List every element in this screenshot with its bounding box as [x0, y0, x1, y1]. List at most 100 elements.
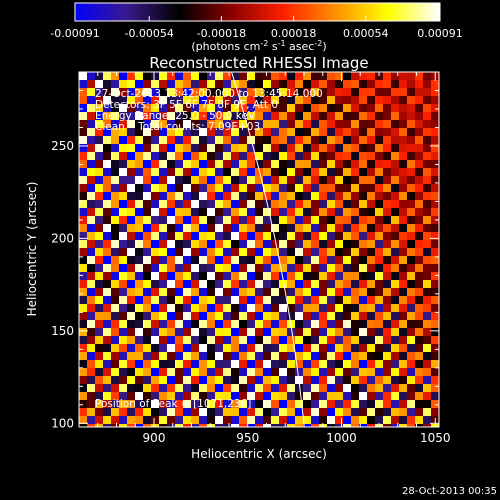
heatmap-cell — [399, 200, 408, 209]
heatmap-cell — [407, 168, 416, 177]
heatmap-cell — [295, 368, 304, 377]
heatmap-cell — [279, 224, 288, 233]
heatmap-cell — [119, 144, 128, 153]
heatmap-cell — [311, 152, 320, 161]
heatmap-cell — [247, 72, 256, 81]
heatmap-cell — [215, 120, 224, 129]
heatmap-cell — [375, 344, 384, 353]
heatmap-cell — [95, 160, 104, 169]
heatmap-cell — [135, 304, 144, 313]
heatmap-cell — [343, 216, 352, 225]
heatmap-cell — [167, 304, 176, 313]
heatmap-cell — [375, 208, 384, 217]
heatmap-cell — [223, 208, 232, 217]
heatmap-cell — [87, 168, 96, 177]
heatmap-cell — [247, 200, 256, 209]
heatmap-cell — [247, 336, 256, 345]
heatmap-cell — [359, 80, 368, 89]
heatmap-cell — [327, 128, 336, 137]
heatmap-cell — [375, 120, 384, 129]
heatmap-cell — [167, 120, 176, 129]
heatmap-cell — [335, 264, 344, 273]
heatmap-cell — [239, 368, 248, 377]
heatmap-cell — [391, 384, 400, 393]
heatmap-cell — [279, 160, 288, 169]
heatmap-cell — [423, 248, 432, 257]
heatmap-cell — [247, 184, 256, 193]
heatmap-cell — [383, 304, 392, 313]
heatmap-cell — [143, 312, 152, 321]
heatmap-cell — [79, 272, 88, 281]
heatmap-cell — [423, 416, 432, 425]
heatmap-cell — [263, 344, 272, 353]
heatmap-cell — [431, 224, 439, 233]
heatmap-cell — [191, 96, 200, 105]
heatmap-cell — [127, 88, 136, 97]
heatmap-cell — [191, 320, 200, 329]
heatmap-cell — [111, 112, 120, 121]
heatmap-cell — [119, 184, 128, 193]
heatmap-cell — [111, 128, 120, 137]
heatmap-cell — [375, 376, 384, 385]
heatmap-cell — [143, 280, 152, 289]
heatmap-cell — [303, 96, 312, 105]
heatmap-cell — [343, 208, 352, 217]
heatmap-cell — [351, 120, 360, 129]
heatmap-cell — [239, 256, 248, 265]
heatmap-cell — [199, 104, 208, 113]
heatmap-cell — [175, 136, 184, 145]
heatmap-cell — [111, 256, 120, 265]
heatmap-cell — [247, 112, 256, 121]
heatmap-cell — [247, 160, 256, 169]
heatmap-cell — [375, 168, 384, 177]
heatmap-cell — [303, 144, 312, 153]
heatmap-cell — [311, 344, 320, 353]
heatmap-cell — [271, 80, 280, 89]
heatmap-cell — [135, 328, 144, 337]
heatmap-cell — [287, 240, 296, 249]
heatmap-cell — [327, 416, 336, 425]
heatmap-cell — [383, 328, 392, 337]
y-tick-label: 200 — [51, 231, 74, 245]
heatmap-cell — [191, 400, 200, 409]
heatmap-cell — [87, 144, 96, 153]
counts-label: Clean Total counts: 7.09E+03 — [95, 121, 260, 133]
heatmap-cell — [127, 392, 136, 401]
heatmap-cell — [391, 368, 400, 377]
heatmap-cell — [247, 128, 256, 137]
heatmap-cell — [351, 304, 360, 313]
heatmap-cell — [95, 248, 104, 257]
heatmap-cell — [407, 96, 416, 105]
heatmap-cell — [431, 168, 439, 177]
heatmap-cell — [319, 408, 328, 417]
heatmap-cell — [79, 424, 88, 427]
heatmap-cell — [407, 152, 416, 161]
heatmap-cell — [391, 280, 400, 289]
heatmap-cell — [279, 384, 288, 393]
heatmap-cell — [143, 168, 152, 177]
heatmap-cell — [207, 208, 216, 217]
heatmap-cell — [343, 248, 352, 257]
heatmap-cell — [359, 232, 368, 241]
heatmap-cell — [431, 408, 439, 417]
heatmap-cell — [383, 392, 392, 401]
heatmap-cell — [247, 280, 256, 289]
heatmap-cell — [351, 408, 360, 417]
heatmap-cell — [279, 328, 288, 337]
heatmap-cell — [263, 416, 272, 425]
heatmap-cell — [95, 360, 104, 369]
heatmap-cell — [399, 424, 408, 427]
heatmap-cell — [239, 120, 248, 129]
heatmap-cell — [415, 216, 424, 225]
heatmap-cell — [191, 384, 200, 393]
heatmap-cell — [167, 424, 176, 427]
heatmap-cell — [183, 208, 192, 217]
heatmap-cell — [255, 280, 264, 289]
heatmap-cell — [399, 288, 408, 297]
heatmap-cell — [431, 368, 439, 377]
heatmap-cell — [279, 152, 288, 161]
heatmap-cell — [143, 240, 152, 249]
heatmap-cell — [407, 176, 416, 185]
heatmap-cell — [215, 224, 224, 233]
heatmap-cell — [95, 296, 104, 305]
